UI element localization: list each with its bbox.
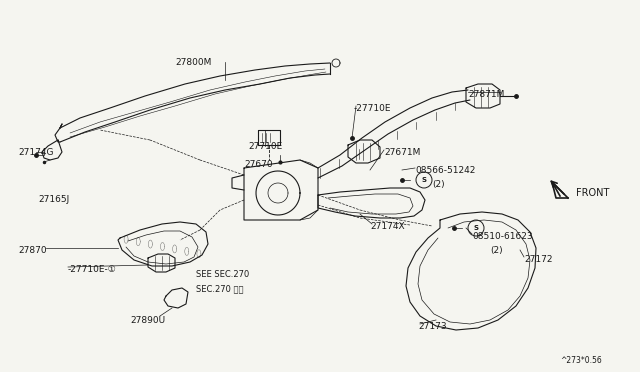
Text: 27165J: 27165J: [38, 195, 69, 204]
Text: 27870: 27870: [18, 246, 47, 255]
Text: 27670: 27670: [244, 160, 273, 169]
Text: S: S: [474, 225, 479, 231]
Text: 27890U: 27890U: [130, 316, 165, 325]
Text: 27710E: 27710E: [248, 142, 282, 151]
Text: S: S: [422, 177, 426, 183]
Text: SEE SEC.270: SEE SEC.270: [196, 270, 249, 279]
Text: ^273*0.56: ^273*0.56: [560, 356, 602, 365]
Text: 27174X: 27174X: [370, 222, 404, 231]
Text: (2): (2): [432, 180, 445, 189]
Text: -27710E: -27710E: [354, 104, 392, 113]
Text: 08566-51242: 08566-51242: [415, 166, 476, 175]
Text: SEC.270 参照: SEC.270 参照: [196, 284, 243, 293]
Text: 27173: 27173: [418, 322, 447, 331]
Text: FRONT: FRONT: [576, 188, 609, 198]
Text: 27671M: 27671M: [384, 148, 420, 157]
Text: 27172: 27172: [524, 255, 552, 264]
Text: 27871M: 27871M: [468, 90, 504, 99]
Text: 27174G: 27174G: [18, 148, 54, 157]
Text: 08510-61623: 08510-61623: [472, 232, 532, 241]
Text: (2): (2): [490, 246, 502, 255]
Text: 27800M: 27800M: [175, 58, 211, 67]
Text: -27710E-①: -27710E-①: [68, 265, 117, 274]
